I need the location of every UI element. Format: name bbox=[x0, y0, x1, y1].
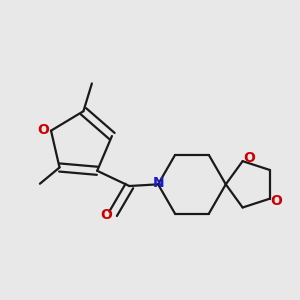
Text: N: N bbox=[153, 176, 165, 190]
Text: O: O bbox=[271, 194, 283, 208]
Text: O: O bbox=[100, 208, 112, 223]
Text: O: O bbox=[244, 152, 255, 165]
Text: O: O bbox=[38, 123, 50, 137]
